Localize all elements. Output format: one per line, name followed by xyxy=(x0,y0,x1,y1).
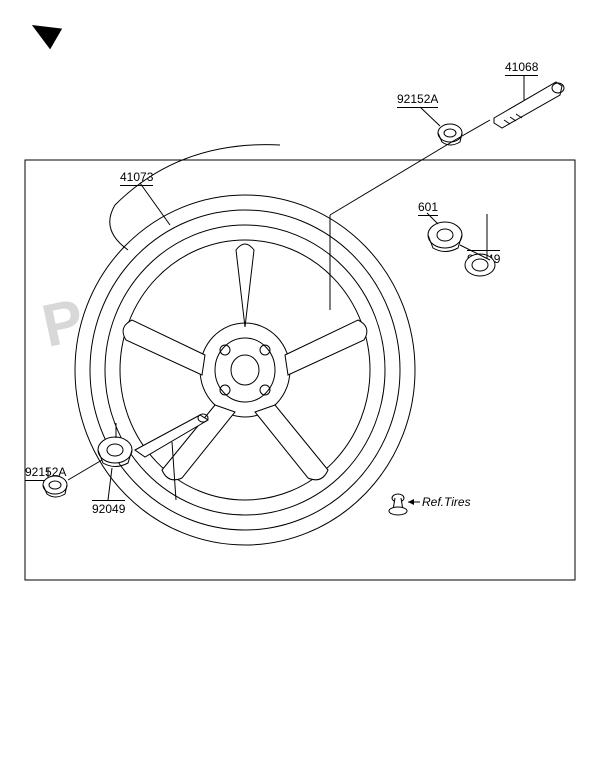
seal-top xyxy=(465,254,495,276)
collar-bottom xyxy=(43,476,67,497)
bearing-top xyxy=(428,222,462,252)
collar-top xyxy=(438,124,462,145)
wheel-assembly xyxy=(75,145,415,545)
diagram-svg xyxy=(0,0,600,775)
axle-shaft xyxy=(494,82,564,128)
valve-stem xyxy=(389,494,407,515)
